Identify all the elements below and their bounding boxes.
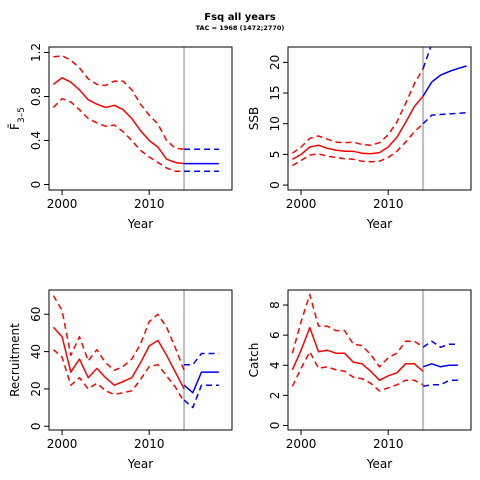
y-tick-label: 6 bbox=[268, 331, 282, 339]
y-tick-label: 0 bbox=[29, 422, 43, 430]
series-projection-lower bbox=[422, 379, 458, 388]
x-tick-label: 2000 bbox=[47, 437, 78, 451]
series-group bbox=[52, 55, 219, 173]
series-projection-upper bbox=[422, 340, 458, 348]
x-axis-label: Year bbox=[127, 457, 153, 471]
series-historic-median bbox=[52, 326, 185, 390]
y-tick-label: 20 bbox=[29, 381, 43, 396]
y-axis-label: F̄3–5 bbox=[8, 107, 27, 130]
figure-title: Fsq all years bbox=[204, 12, 275, 23]
y-axis-label-subscript: 3–5 bbox=[17, 107, 27, 123]
series-historic-upper bbox=[291, 293, 424, 368]
x-tick-label: 2000 bbox=[47, 197, 78, 211]
y-tick-label: 0 bbox=[268, 422, 282, 430]
x-tick-label: 2010 bbox=[134, 197, 165, 211]
series-projection-lower bbox=[183, 384, 219, 409]
figure-subtitle: TAC = 1968 (1472;2770) bbox=[196, 24, 285, 32]
series-historic-lower bbox=[292, 123, 424, 167]
series-projection-upper bbox=[422, 47, 432, 69]
y-tick-label: 0.4 bbox=[29, 131, 43, 150]
x-tick-label: 2010 bbox=[373, 197, 404, 211]
plot-frame bbox=[48, 289, 233, 431]
plot-frame bbox=[287, 289, 472, 431]
y-tick-label: 0.8 bbox=[29, 87, 43, 106]
series-projection-upper bbox=[184, 352, 219, 366]
series-projection-median bbox=[183, 371, 219, 394]
x-axis-label: Year bbox=[127, 217, 153, 231]
y-tick-label: 60 bbox=[29, 307, 43, 322]
series-historic-upper bbox=[52, 295, 185, 372]
series-historic-median bbox=[52, 77, 185, 165]
series-group bbox=[291, 47, 467, 167]
series-historic-upper bbox=[291, 68, 424, 154]
series-historic-lower bbox=[291, 350, 424, 392]
series-projection-median bbox=[422, 65, 467, 97]
panel-3: 2000 2010 Year 0 20 40 60 Recruitment bbox=[8, 289, 233, 471]
y-tick-label: 40 bbox=[29, 344, 43, 359]
panel-2: 2000 2010 Year 0 5 10 15 20 SSB bbox=[247, 46, 472, 231]
y-tick-label: 0 bbox=[268, 181, 282, 189]
y-tick-label: 10 bbox=[268, 116, 282, 131]
y-tick-label: 2 bbox=[268, 392, 282, 400]
y-tick-label: 15 bbox=[268, 85, 282, 100]
x-tick-label: 2000 bbox=[286, 437, 317, 451]
y-tick-label: 0 bbox=[29, 181, 43, 189]
plot-frame bbox=[287, 46, 472, 191]
x-tick-label: 2000 bbox=[286, 197, 317, 211]
series-historic-median bbox=[291, 326, 424, 382]
x-axis-label: Year bbox=[366, 457, 392, 471]
panel-4: 2000 2010 Year 0 2 4 6 8 Catch bbox=[247, 289, 472, 471]
y-tick-label: 5 bbox=[268, 151, 282, 159]
series-historic-lower bbox=[52, 349, 185, 403]
y-axis-label: Catch bbox=[247, 343, 261, 378]
x-tick-label: 2010 bbox=[134, 437, 165, 451]
y-axis-label: Recruitment bbox=[8, 323, 22, 397]
x-tick-label: 2010 bbox=[373, 437, 404, 451]
x-axis-label: Year bbox=[366, 217, 392, 231]
y-tick-label: 4 bbox=[268, 361, 282, 369]
series-historic-median bbox=[292, 95, 424, 160]
series-group bbox=[52, 295, 219, 409]
series-group bbox=[291, 293, 458, 392]
y-axis-label: SSB bbox=[247, 107, 261, 130]
y-tick-label: 8 bbox=[268, 301, 282, 309]
series-projection-median bbox=[422, 363, 458, 368]
plot-frame bbox=[48, 46, 233, 191]
panel-1: 2000 2010 Year 0 0.4 0.8 1.2 F̄3–5 bbox=[8, 43, 233, 231]
y-tick-label: 20 bbox=[268, 55, 282, 70]
y-tick-label: 1.2 bbox=[29, 43, 43, 62]
series-projection-lower bbox=[422, 111, 467, 125]
series-historic-upper bbox=[53, 55, 185, 151]
